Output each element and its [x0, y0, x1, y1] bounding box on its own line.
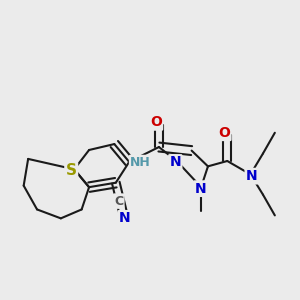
Text: O: O: [218, 126, 230, 140]
Text: O: O: [150, 116, 162, 129]
Text: N: N: [169, 155, 181, 170]
Text: N: N: [195, 182, 206, 196]
Text: C: C: [114, 195, 123, 208]
Text: NH: NH: [130, 156, 151, 169]
Text: N: N: [246, 169, 257, 183]
Text: N: N: [119, 212, 130, 225]
Text: S: S: [66, 163, 77, 178]
